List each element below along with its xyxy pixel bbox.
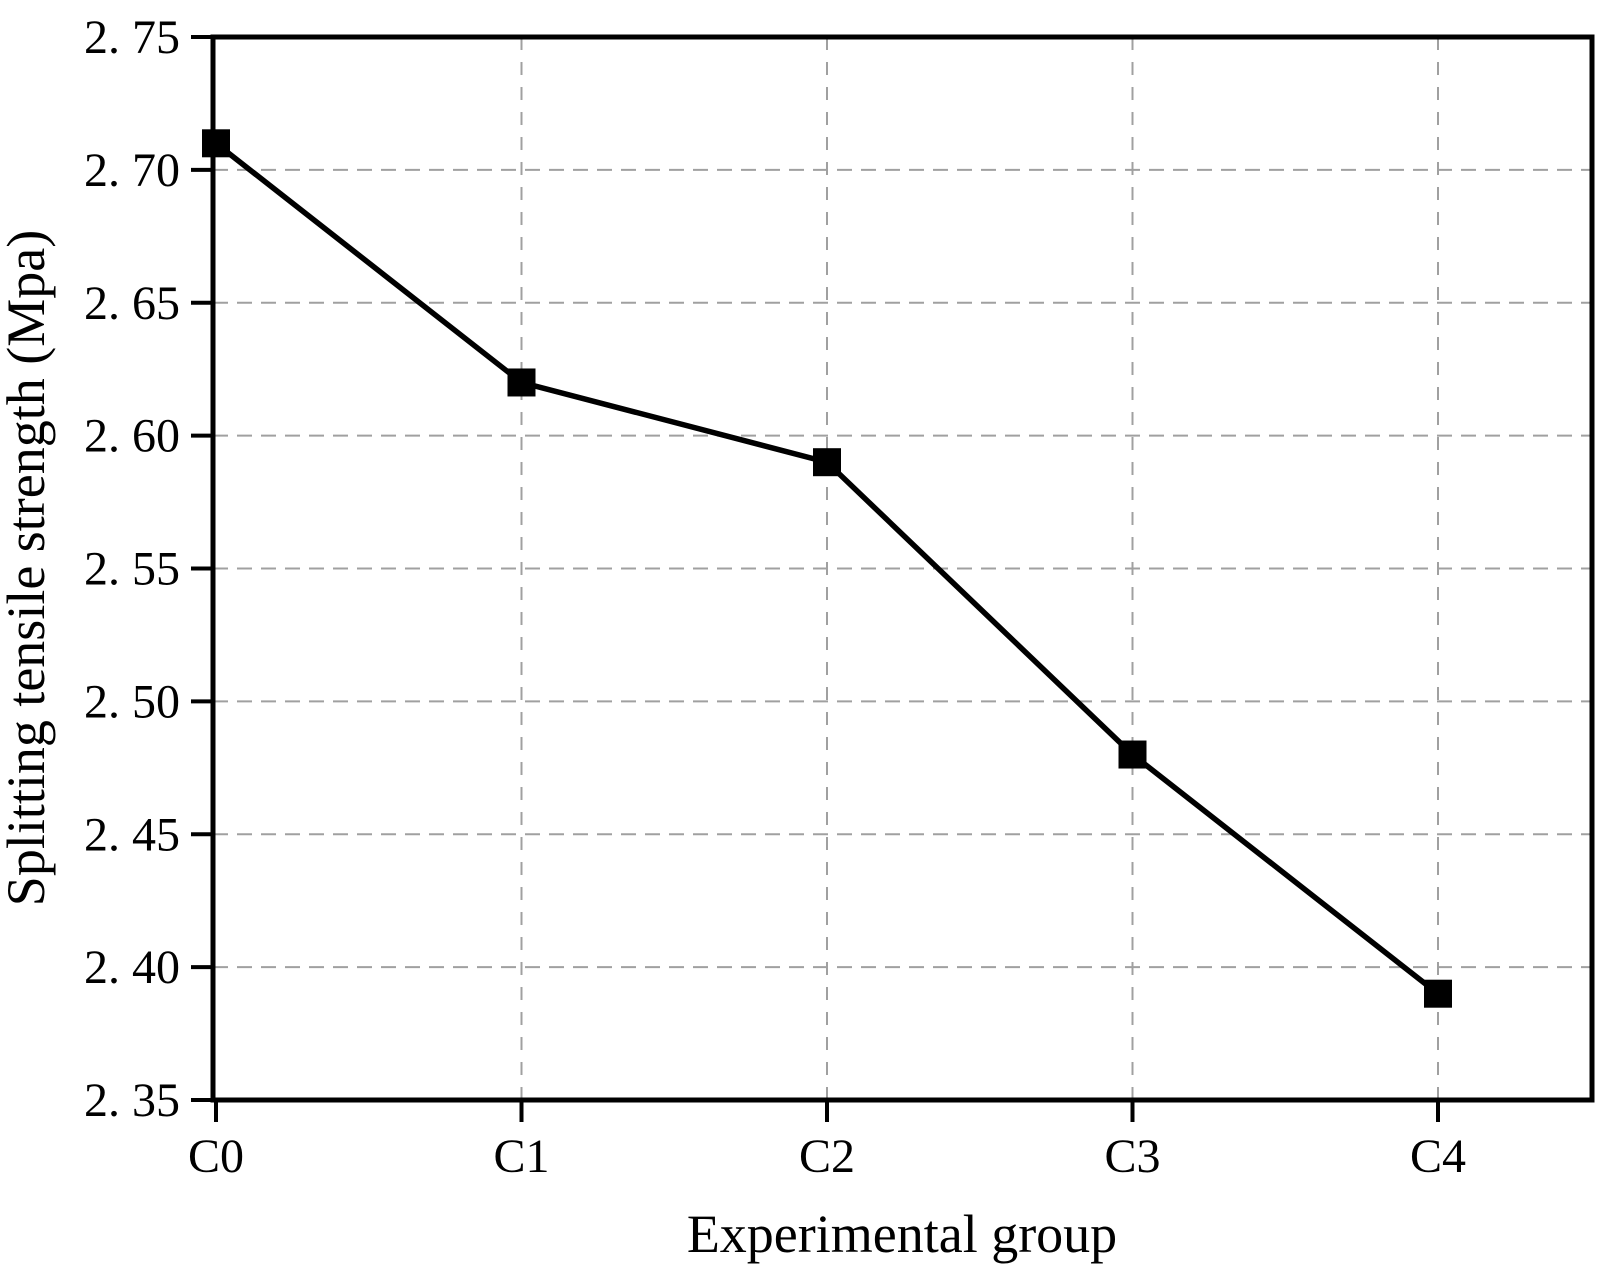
data-point-C2 [813, 448, 841, 477]
x-tick-label: C0 [188, 1130, 244, 1183]
data-point-C4 [1424, 979, 1452, 1008]
y-tick-label: 2. 70 [84, 144, 180, 197]
data-point-C3 [1118, 740, 1147, 769]
y-tick-label: 2. 40 [84, 941, 180, 994]
y-tick-label: 2. 55 [84, 543, 180, 596]
y-tick-label: 2. 60 [84, 410, 180, 463]
series-layer [202, 129, 1452, 1008]
gridlines [213, 37, 1592, 1100]
y-tick-label: 2. 45 [84, 808, 180, 861]
y-tick-label: 2. 35 [84, 1074, 180, 1127]
x-tick-label: C1 [493, 1130, 549, 1183]
x-tick-label: C4 [1410, 1130, 1466, 1183]
x-tick-label: C2 [799, 1130, 855, 1183]
x-axis-title: Experimental group [687, 1204, 1117, 1264]
y-tick-label: 2. 50 [84, 675, 180, 728]
y-tick-label: 2. 65 [84, 277, 180, 330]
x-axis-tick-labels: C0 C1 C2 C3 C4 [188, 1130, 1466, 1183]
plot-frame [210, 34, 1595, 1103]
y-axis-tick-labels: 2. 35 2. 40 2. 45 2. 50 2. 55 2. 60 2. 65 2. 70… [84, 11, 180, 1127]
data-point-C1 [507, 368, 536, 397]
axis-ticks [191, 35, 1440, 1122]
y-tick-label: 2. 75 [84, 11, 180, 64]
x-tick-label: C3 [1104, 1130, 1160, 1183]
y-axis-title: Splitting tensile strength (Mpa) [0, 230, 56, 906]
data-point-C0 [202, 129, 230, 158]
